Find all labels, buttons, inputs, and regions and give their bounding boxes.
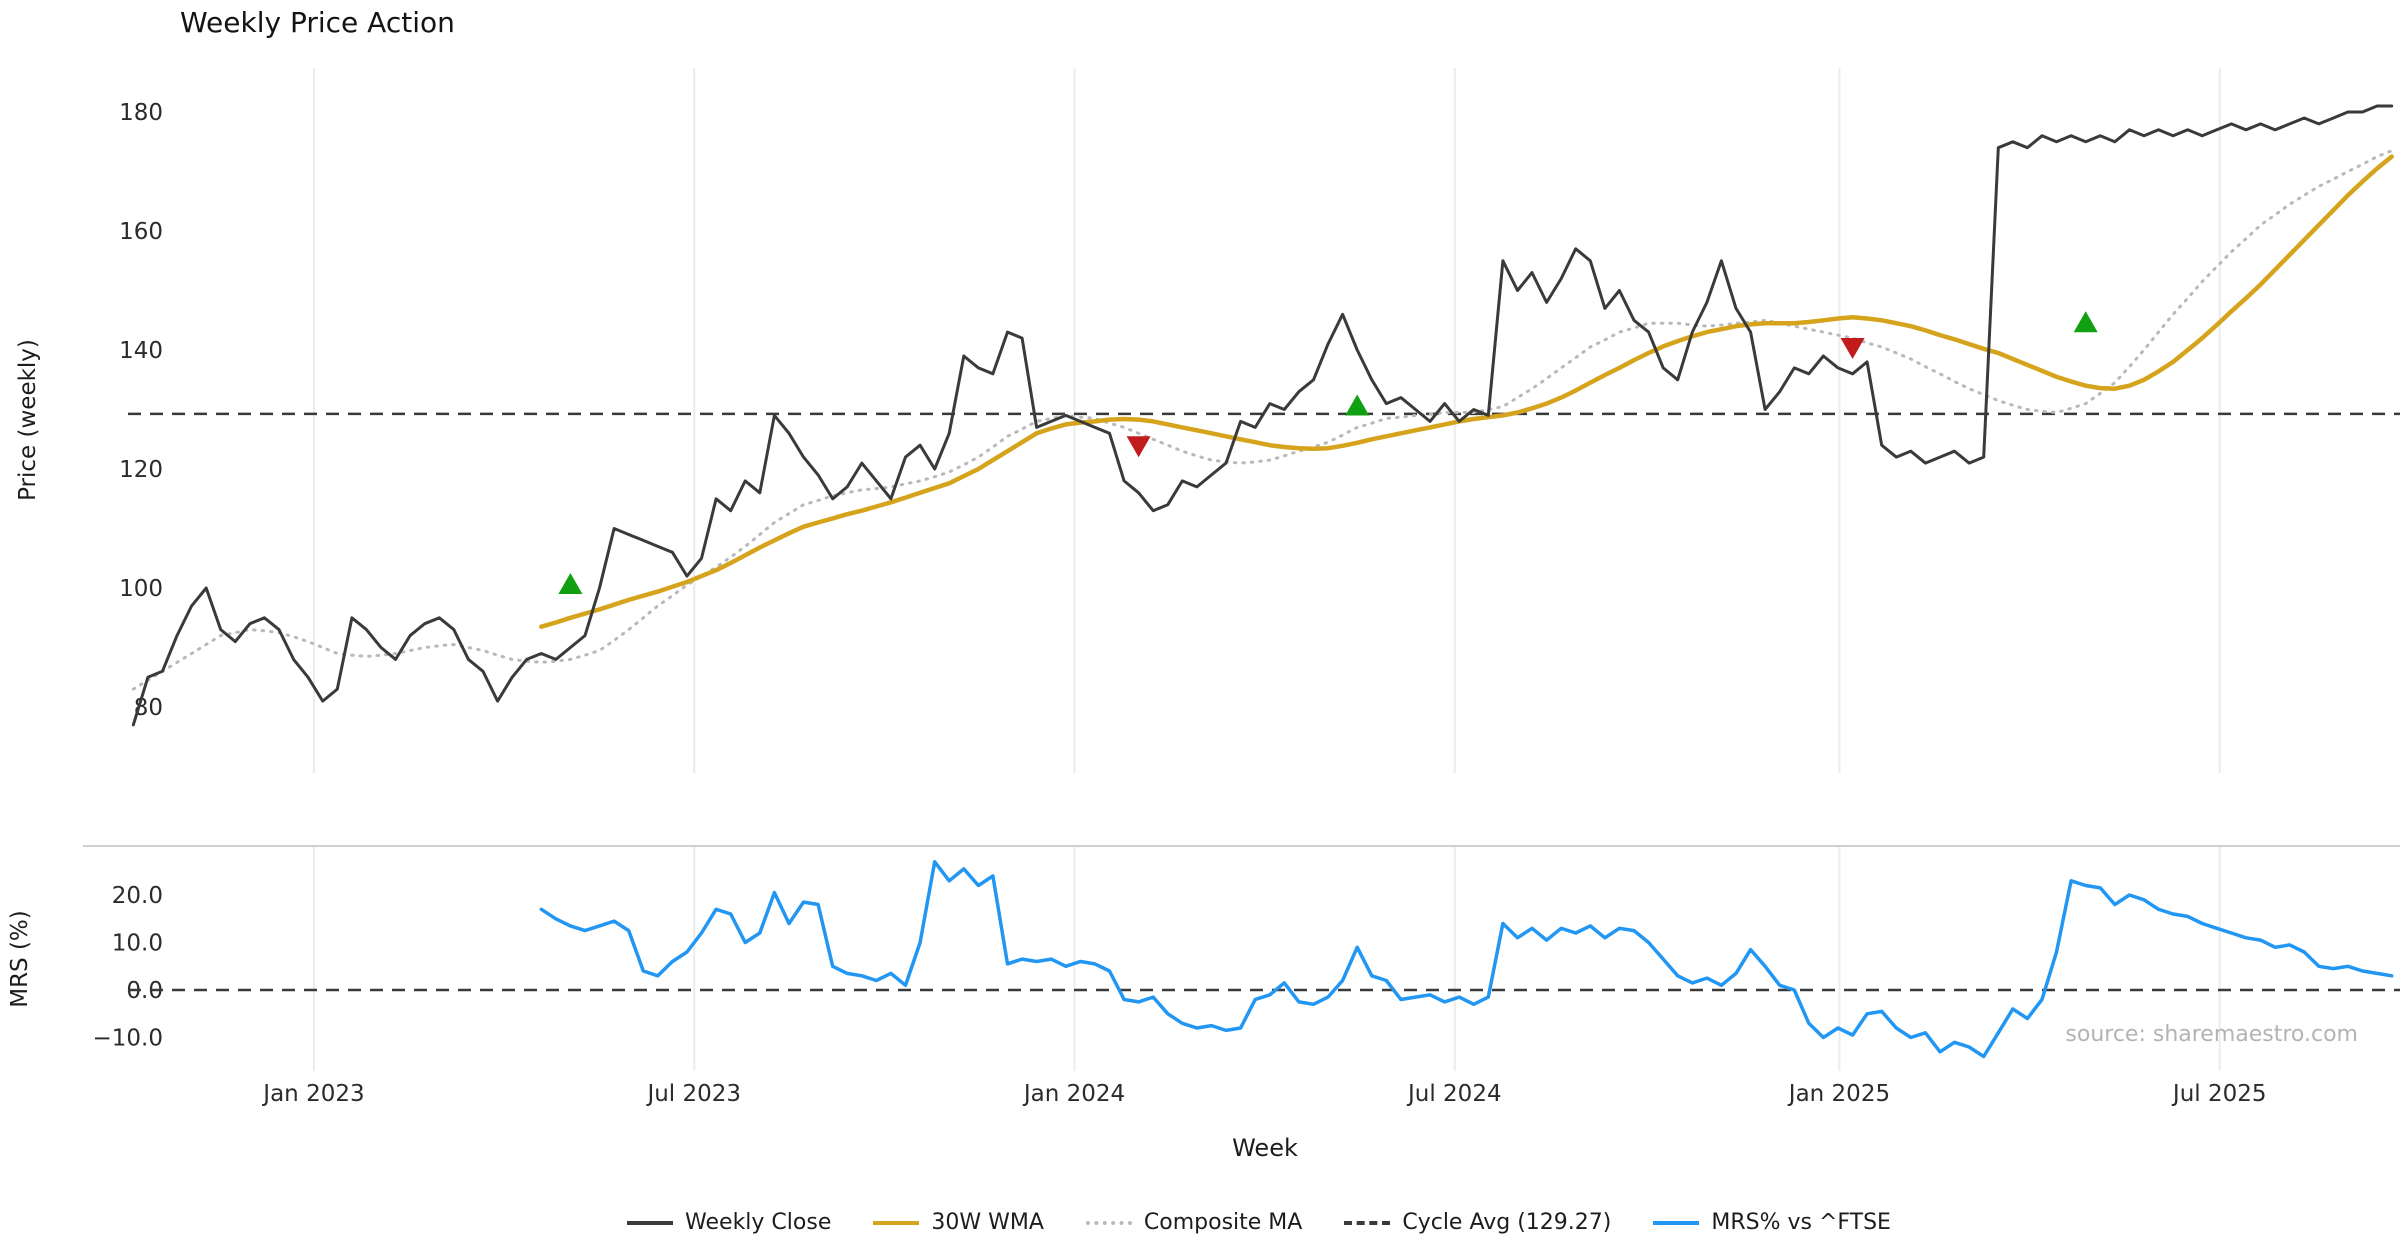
svg-text:−10.0: −10.0 bbox=[93, 1026, 163, 1052]
buy-signal-marker bbox=[558, 573, 583, 595]
svg-text:Jan 2025: Jan 2025 bbox=[1787, 1081, 1890, 1107]
buy-signal-marker bbox=[1345, 394, 1370, 416]
composite-ma-line bbox=[131, 149, 2394, 691]
svg-text:180: 180 bbox=[119, 100, 163, 126]
legend-item-mrs: MRS% vs ^FTSE bbox=[1653, 1210, 1891, 1235]
legend-label-30w-wma: 30W WMA bbox=[931, 1210, 1044, 1235]
weekly-close-line-swatch bbox=[627, 1220, 674, 1225]
legend: Weekly Close 30W WMA Composite MA Cycle … bbox=[0, 1210, 2400, 1235]
gridlines bbox=[83, 68, 2400, 1071]
sell-signal-marker bbox=[1126, 436, 1151, 458]
legend-item-30w-wma: 30W WMA bbox=[873, 1210, 1044, 1235]
legend-item-weekly-close: Weekly Close bbox=[627, 1210, 831, 1235]
reference-lines bbox=[128, 412, 2400, 992]
svg-text:10.0: 10.0 bbox=[112, 931, 163, 957]
wma-line-swatch bbox=[873, 1220, 920, 1225]
source-note: source: sharemaestro.com bbox=[2065, 1022, 2358, 1047]
price-axis-label: Price (weekly) bbox=[15, 339, 41, 501]
svg-text:20.0: 20.0 bbox=[112, 883, 163, 909]
signal-markers bbox=[558, 311, 2098, 595]
svg-text:Jul 2025: Jul 2025 bbox=[2171, 1081, 2267, 1107]
svg-text:100: 100 bbox=[119, 576, 163, 602]
weekly-close-line bbox=[131, 104, 2394, 727]
svg-text:120: 120 bbox=[119, 457, 163, 483]
x-axis-label: Week bbox=[1232, 1134, 1298, 1162]
chart-title: Weekly Price Action bbox=[180, 6, 455, 39]
cycle-avg-line-swatch bbox=[1344, 1220, 1391, 1225]
legend-item-cycle-avg: Cycle Avg (129.27) bbox=[1344, 1210, 1611, 1235]
legend-label-mrs: MRS% vs ^FTSE bbox=[1711, 1210, 1891, 1235]
wma-line bbox=[539, 154, 2394, 629]
svg-text:Jul 2023: Jul 2023 bbox=[645, 1081, 741, 1107]
mrs-line-swatch bbox=[1653, 1220, 1700, 1225]
sell-signal-marker bbox=[1840, 338, 1865, 360]
svg-text:Jul 2024: Jul 2024 bbox=[1406, 1081, 1502, 1107]
svg-text:Jan 2024: Jan 2024 bbox=[1022, 1081, 1125, 1107]
buy-signal-marker bbox=[2073, 311, 2098, 333]
composite-ma-line-swatch bbox=[1085, 1220, 1132, 1225]
legend-label-cycle-avg: Cycle Avg (129.27) bbox=[1402, 1210, 1612, 1235]
x-tick-labels: Jan 2023 Jul 2023 Jan 2024 Jul 2024 Jan 2025… bbox=[261, 1081, 2266, 1107]
svg-text:Jan 2023: Jan 2023 bbox=[261, 1081, 364, 1107]
legend-item-composite-ma: Composite MA bbox=[1085, 1210, 1303, 1235]
svg-text:140: 140 bbox=[119, 338, 163, 364]
mrs-axis-label: MRS (%) bbox=[7, 910, 33, 1008]
mrs-line bbox=[539, 860, 2394, 1059]
legend-label-weekly-close: Weekly Close bbox=[685, 1210, 832, 1235]
legend-label-composite-ma: Composite MA bbox=[1143, 1210, 1303, 1235]
svg-text:160: 160 bbox=[119, 219, 163, 245]
